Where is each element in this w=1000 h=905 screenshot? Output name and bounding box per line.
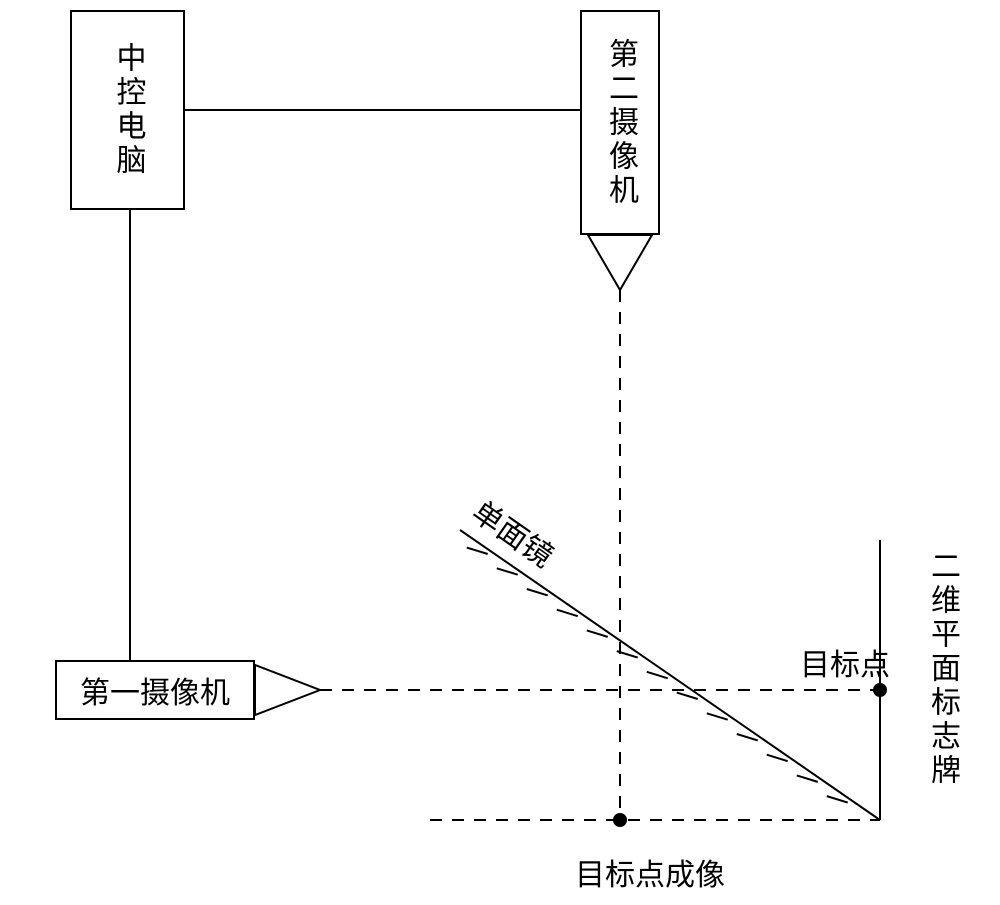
diagram-canvas: 中控电脑 第二摄像机 第一摄像机 单面镜 二维平面标志牌 目标点 目标点成像 <box>0 0 1000 905</box>
camera1-box: 第一摄像机 <box>55 660 255 720</box>
camera2-label: 第二摄像机 <box>598 38 642 208</box>
sign-board-label: 二维平面标志牌 <box>920 550 964 788</box>
control-computer-box: 中控电脑 <box>70 10 185 210</box>
target-image-label: 目标点成像 <box>575 850 725 894</box>
camera1-label: 第一摄像机 <box>80 668 230 712</box>
target-point-label: 目标点 <box>800 640 890 684</box>
camera2-box: 第二摄像机 <box>580 10 660 235</box>
control-computer-label: 中控电脑 <box>106 42 150 178</box>
